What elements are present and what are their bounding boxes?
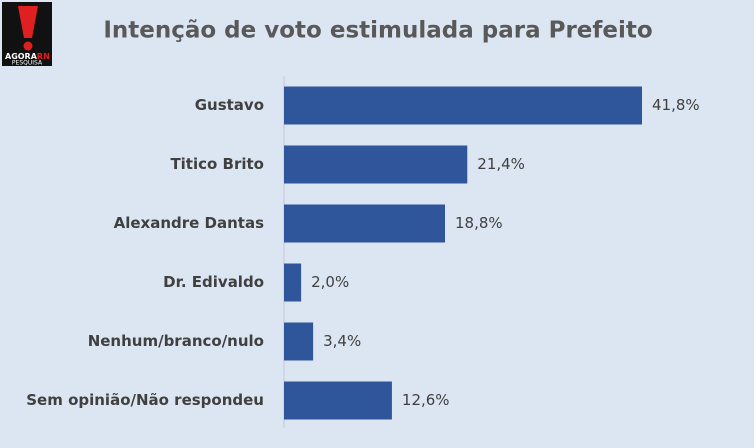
- bar: [284, 204, 446, 243]
- bar: [284, 145, 468, 184]
- category-label: Titico Brito: [170, 155, 264, 173]
- bar: [284, 381, 392, 420]
- value-label: 21,4%: [477, 155, 525, 173]
- value-label: 3,4%: [323, 332, 361, 350]
- bar: [284, 263, 302, 302]
- logo-word-main: AGORA: [5, 52, 38, 61]
- category-label: Nenhum/branco/nulo: [88, 332, 264, 350]
- category-label: Dr. Edivaldo: [163, 273, 264, 291]
- value-label: 12,6%: [402, 391, 450, 409]
- value-label: 2,0%: [311, 273, 349, 291]
- bar: [284, 86, 642, 125]
- chart-title: Intenção de voto estimulada para Prefeit…: [103, 18, 652, 44]
- bar: [284, 322, 314, 361]
- logo-sub: PESQUISA: [12, 60, 43, 67]
- value-label: 18,8%: [455, 214, 503, 232]
- logo-dot: [23, 41, 33, 51]
- category-label: Alexandre Dantas: [114, 214, 264, 232]
- value-label: 41,8%: [652, 96, 700, 114]
- logo: AGORARN PESQUISA: [2, 2, 52, 67]
- logo-accent: RN: [37, 52, 50, 61]
- category-label: Gustavo: [195, 96, 264, 114]
- logo-mark: [18, 6, 38, 38]
- logo-word: AGORARN: [5, 52, 50, 61]
- category-label: Sem opinião/Não respondeu: [26, 391, 264, 409]
